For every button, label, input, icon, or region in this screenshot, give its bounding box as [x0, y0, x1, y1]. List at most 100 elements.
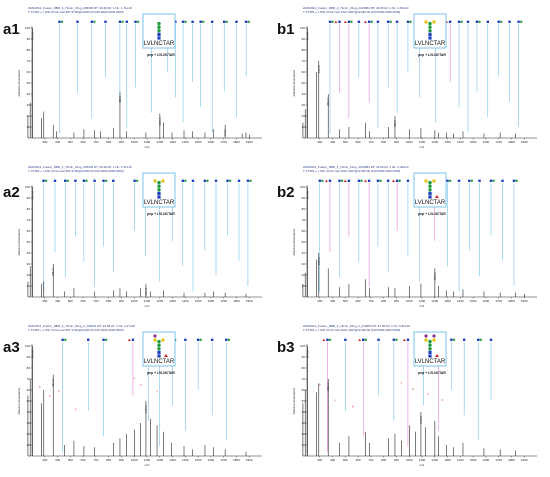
y-tick-label: 90 — [302, 196, 306, 200]
x-tick-label: 1800 — [233, 140, 240, 144]
hexnac-square-icon — [497, 20, 500, 23]
glycan-structure-box: LVLNCTAR — [413, 172, 447, 208]
peak-label: 1091.6 — [419, 415, 423, 423]
y-tick-label: 60 — [27, 229, 31, 233]
hexnac-square-icon — [406, 20, 410, 23]
y-tick-label: 60 — [302, 388, 306, 392]
y-tick-label: 90 — [302, 37, 306, 41]
hexnac-square-icon — [225, 338, 228, 341]
y-axis-label: Relative Abundance — [17, 69, 21, 96]
fucose-triangle-icon — [435, 195, 439, 198]
neuac-diamond-icon — [424, 334, 428, 338]
peak-label: 366.14 — [326, 382, 330, 390]
x-tick-label: 1900 — [246, 458, 253, 462]
y-tick-label: 0 — [28, 295, 30, 299]
y-tick-label: 80 — [27, 48, 31, 52]
hexnac-square-icon — [90, 20, 93, 23]
fragment-ion-marker: b — [412, 387, 414, 391]
fragment-ion-marker: b — [140, 383, 142, 387]
hexnac-square-icon — [87, 338, 90, 341]
y-tick-label: 30 — [27, 262, 31, 266]
y-tick-label: 60 — [27, 70, 31, 74]
fragment-ion-marker: b — [352, 405, 354, 409]
hexnac-square-icon — [406, 179, 410, 182]
hexnac-square-icon — [112, 179, 115, 182]
x-tick-label: 700 — [93, 458, 98, 462]
hexnac-square-icon — [181, 179, 184, 182]
hexose-circle-icon — [479, 338, 483, 341]
peptide-sequence: LVLNCTAR — [144, 359, 175, 365]
hexnac-square-icon — [104, 20, 107, 23]
x-tick-label: 1500 — [195, 140, 202, 144]
x-tick-label: 800 — [381, 458, 386, 462]
hexnac-square-icon — [102, 338, 105, 341]
y-tick-label: 20 — [302, 114, 306, 118]
y-tick-label: 90 — [302, 355, 306, 359]
x-tick-label: 1200 — [156, 458, 163, 462]
hexnac-square-icon — [428, 36, 432, 40]
hexose-circle-icon — [184, 20, 187, 23]
peptide-annotation: pep + LVLNCTAR — [147, 212, 175, 216]
hexose-circle-icon — [452, 338, 456, 341]
hexnac-square-icon — [457, 20, 461, 23]
y-tick-label: 30 — [302, 103, 306, 107]
x-tick-label: 1500 — [195, 458, 202, 462]
hexnac-square-icon — [367, 20, 371, 23]
fragment-ion-marker: b — [39, 385, 41, 389]
y-tick-label: 0 — [303, 454, 305, 458]
galactose-circle-icon — [424, 179, 428, 183]
y-tick-label: 30 — [302, 262, 306, 266]
mannose-circle-icon — [428, 347, 432, 351]
y-tick-label: 20 — [27, 273, 31, 277]
panel-label-b3: b3 — [277, 339, 295, 356]
mannose-circle-icon — [428, 343, 432, 347]
hexnac-square-icon — [377, 338, 380, 341]
spectrum-peaks — [27, 346, 247, 456]
x-tick-label: 400 — [330, 458, 335, 462]
x-axis-label: m/z — [145, 304, 150, 308]
peptide-sequence: LVLNCTAR — [415, 200, 446, 206]
fucose-triangle-icon — [364, 179, 367, 182]
peak-label: 1200.6 — [433, 272, 437, 280]
x-tick-label: 1800 — [233, 299, 240, 303]
hexnac-square-icon — [478, 179, 481, 182]
x-tick-label: 1100 — [419, 458, 426, 462]
fragment-ion-marker: y — [49, 394, 51, 398]
spectrum-peaks — [302, 346, 516, 456]
peak-label: 204.09 — [306, 190, 310, 198]
spectrum-header-line1: 20210612_Fusion_RBD_4_74min_15ug_2410684… — [303, 165, 409, 169]
hexose-circle-icon — [395, 338, 398, 341]
y-tick-label: 50 — [302, 240, 306, 244]
x-tick-label: 1700 — [220, 458, 227, 462]
peak-label: 204.09 — [31, 349, 35, 357]
hexose-circle-icon — [66, 179, 70, 182]
peak-label: 292.10 — [317, 256, 321, 264]
y-tick-label: 80 — [302, 207, 306, 211]
y-tick-label: 100 — [300, 185, 305, 189]
x-tick-label: 1300 — [444, 299, 451, 303]
y-tick-label: 70 — [27, 59, 31, 63]
hexose-circle-icon — [515, 179, 518, 182]
peak-label: 888.4 — [118, 95, 122, 102]
x-tick-label: 1200 — [156, 299, 163, 303]
x-tick-label: 1800 — [508, 140, 515, 144]
spectrum-header-line1: 20210612_Fusion_RBD_4_74min_15ug_245630 … — [28, 6, 132, 10]
peptide-annotation: pep + LVLNCTAR — [418, 371, 446, 375]
fragment-guides — [322, 338, 493, 452]
hexnac-square-icon — [181, 20, 185, 23]
hexnac-square-icon — [508, 20, 511, 23]
y-tick-label: 40 — [27, 251, 31, 255]
x-tick-label: 1200 — [431, 140, 438, 144]
peak-label: 366.14 — [51, 378, 55, 386]
hexnac-square-icon — [246, 179, 250, 182]
y-tick-label: 30 — [27, 421, 31, 425]
hexose-circle-icon — [85, 179, 88, 182]
chart-b1: 20210612_Fusion_RBD_4_74min_15ug_2410684… — [292, 6, 537, 149]
hexnac-square-icon — [53, 179, 57, 182]
hexnac-square-icon — [338, 179, 341, 182]
galactose-circle-icon — [432, 338, 436, 342]
fucose-triangle-icon — [343, 20, 347, 23]
hexnac-square-icon — [501, 179, 504, 182]
hexose-circle-icon — [206, 179, 209, 182]
peak-label: 1711.7 — [223, 128, 227, 136]
